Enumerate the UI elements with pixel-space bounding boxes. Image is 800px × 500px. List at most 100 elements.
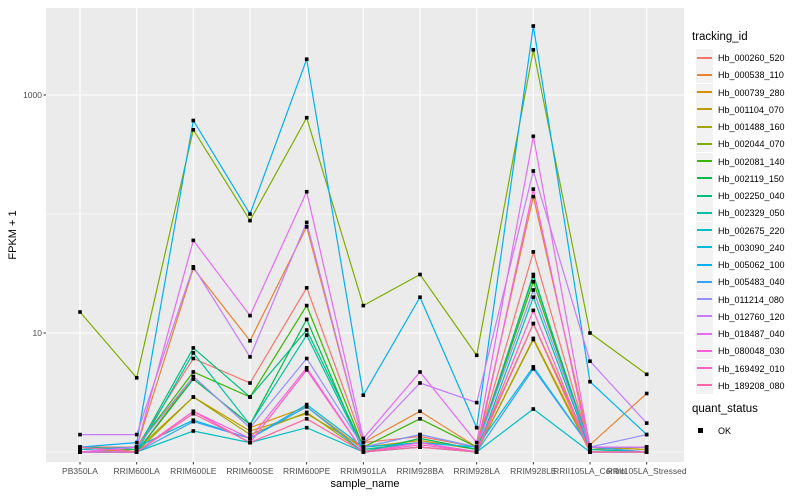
data-point: [474, 425, 479, 430]
data-point: [248, 395, 252, 399]
data-point: [134, 447, 139, 452]
legend-key-icon: [696, 307, 713, 325]
legend-item-Hb_002081_140: Hb_002081_140: [692, 152, 800, 170]
legend-key-line-icon: [697, 263, 712, 266]
data-point: [304, 410, 309, 415]
legend-item-label: Hb_002250_040: [718, 191, 785, 202]
legend-item-Hb_189208_080: Hb_189208_080: [692, 376, 800, 394]
data-point: [134, 450, 139, 454]
legend-item-label: Hb_002044_070: [718, 139, 785, 150]
data-point: [191, 265, 196, 269]
legend-item-label: OK: [718, 426, 732, 436]
legend-item-Hb_011214_080: Hb_011214_080: [692, 290, 800, 308]
legend-key-icon: [696, 376, 713, 394]
data-point: [531, 250, 536, 254]
data-point: [531, 308, 536, 313]
legend-key-line-icon: [697, 367, 712, 370]
x-tick-label: RRIM600PE: [283, 466, 331, 476]
data-point: [304, 405, 309, 409]
legend-item-Hb_000739_280: Hb_000739_280: [692, 83, 800, 101]
legend-item-Hb_005062_100: Hb_005062_100: [692, 256, 800, 274]
legend-title-quant-status: quant_status: [692, 403, 758, 415]
legend-item-Hb_002250_040: Hb_002250_040: [692, 187, 800, 205]
legend-key-line-icon: [697, 229, 712, 232]
data-point: [304, 286, 309, 290]
data-point: [191, 429, 196, 433]
legend-item-label: Hb_003090_240: [718, 242, 785, 253]
data-point: [248, 313, 252, 318]
legend-item-label: Hb_000739_280: [718, 87, 785, 98]
y-axis-title: FPKM + 1: [7, 210, 19, 260]
legend-key-line-icon: [697, 56, 712, 59]
legend-item-label: Hb_001488_160: [718, 122, 785, 133]
data-point: [361, 436, 366, 441]
data-point: [304, 220, 309, 225]
data-point: [474, 440, 479, 445]
data-point: [418, 370, 422, 374]
legend-item-label: Hb_012760_120: [718, 311, 785, 322]
legend-item-Hb_001488_160: Hb_001488_160: [692, 118, 800, 136]
data-point: [418, 381, 422, 385]
data-point: [531, 337, 536, 342]
data-point: [588, 450, 592, 454]
legend-item-Hb_005483_040: Hb_005483_040: [692, 273, 800, 291]
data-point: [304, 366, 309, 370]
legend-key-icon: [696, 135, 713, 153]
legend-key-icon: [696, 256, 713, 274]
legend-item-label: Hb_169492_010: [718, 363, 785, 374]
data-point: [78, 445, 82, 449]
data-point: [361, 445, 366, 449]
data-point: [191, 419, 196, 424]
legend-item-label: Hb_002119_150: [718, 173, 784, 184]
legend-key-line-icon: [697, 125, 712, 128]
data-point: [588, 443, 592, 447]
legend-item-label: Hb_000538_110: [718, 70, 784, 81]
data-point: [418, 295, 422, 299]
legend-key-icon: [696, 83, 713, 101]
panel-background: [46, 8, 684, 462]
data-point: [418, 272, 422, 277]
data-point: [78, 447, 82, 452]
x-tick-label: RRIM600LA: [113, 466, 160, 476]
y-tick-label: 10: [32, 328, 42, 338]
data-point: [588, 359, 592, 363]
legend-key-icon: [696, 100, 713, 118]
x-tick-label: RRIM600SE: [226, 466, 274, 476]
legend-key-icon: [696, 49, 713, 66]
data-point: [304, 425, 309, 430]
data-point: [418, 436, 422, 441]
data-point: [191, 356, 196, 361]
data-point: [304, 368, 309, 372]
data-point: [531, 24, 536, 28]
legend-item-label: Hb_001104_070: [718, 104, 784, 115]
legend-key-icon: [696, 118, 713, 136]
data-point: [191, 377, 196, 381]
data-point: [531, 134, 536, 139]
data-point: [191, 374, 196, 379]
x-tick-label: RRII105LA_Control: [553, 466, 627, 476]
data-point: [531, 48, 536, 52]
legend-key-icon: [696, 152, 713, 170]
x-tick-label: RRIM928LE: [510, 466, 557, 476]
data-point: [191, 118, 196, 123]
data-point: [191, 238, 196, 243]
data-point: [418, 445, 422, 449]
x-tick-label: RRIM600LE: [170, 466, 217, 476]
legend-key-line-icon: [697, 246, 712, 249]
x-tick-label: RRIM928BA: [396, 466, 444, 476]
data-point: [191, 370, 196, 374]
data-point: [531, 407, 536, 411]
x-axis-title: sample_name: [330, 478, 400, 490]
legend-item-label: Hb_002329_050: [718, 208, 785, 219]
data-point: [644, 391, 649, 396]
data-point: [588, 447, 592, 452]
data-point: [304, 417, 309, 421]
legend-key-line-icon: [697, 142, 712, 145]
legend-item-label: Hb_000260_520: [718, 53, 785, 63]
legend-key-icon: [696, 221, 713, 239]
legend-item-label: Hb_080048_030: [718, 346, 785, 357]
data-point: [248, 432, 252, 437]
legend-item-Hb_169492_010: Hb_169492_010: [692, 359, 800, 377]
data-point: [361, 393, 366, 397]
data-point: [644, 432, 649, 437]
